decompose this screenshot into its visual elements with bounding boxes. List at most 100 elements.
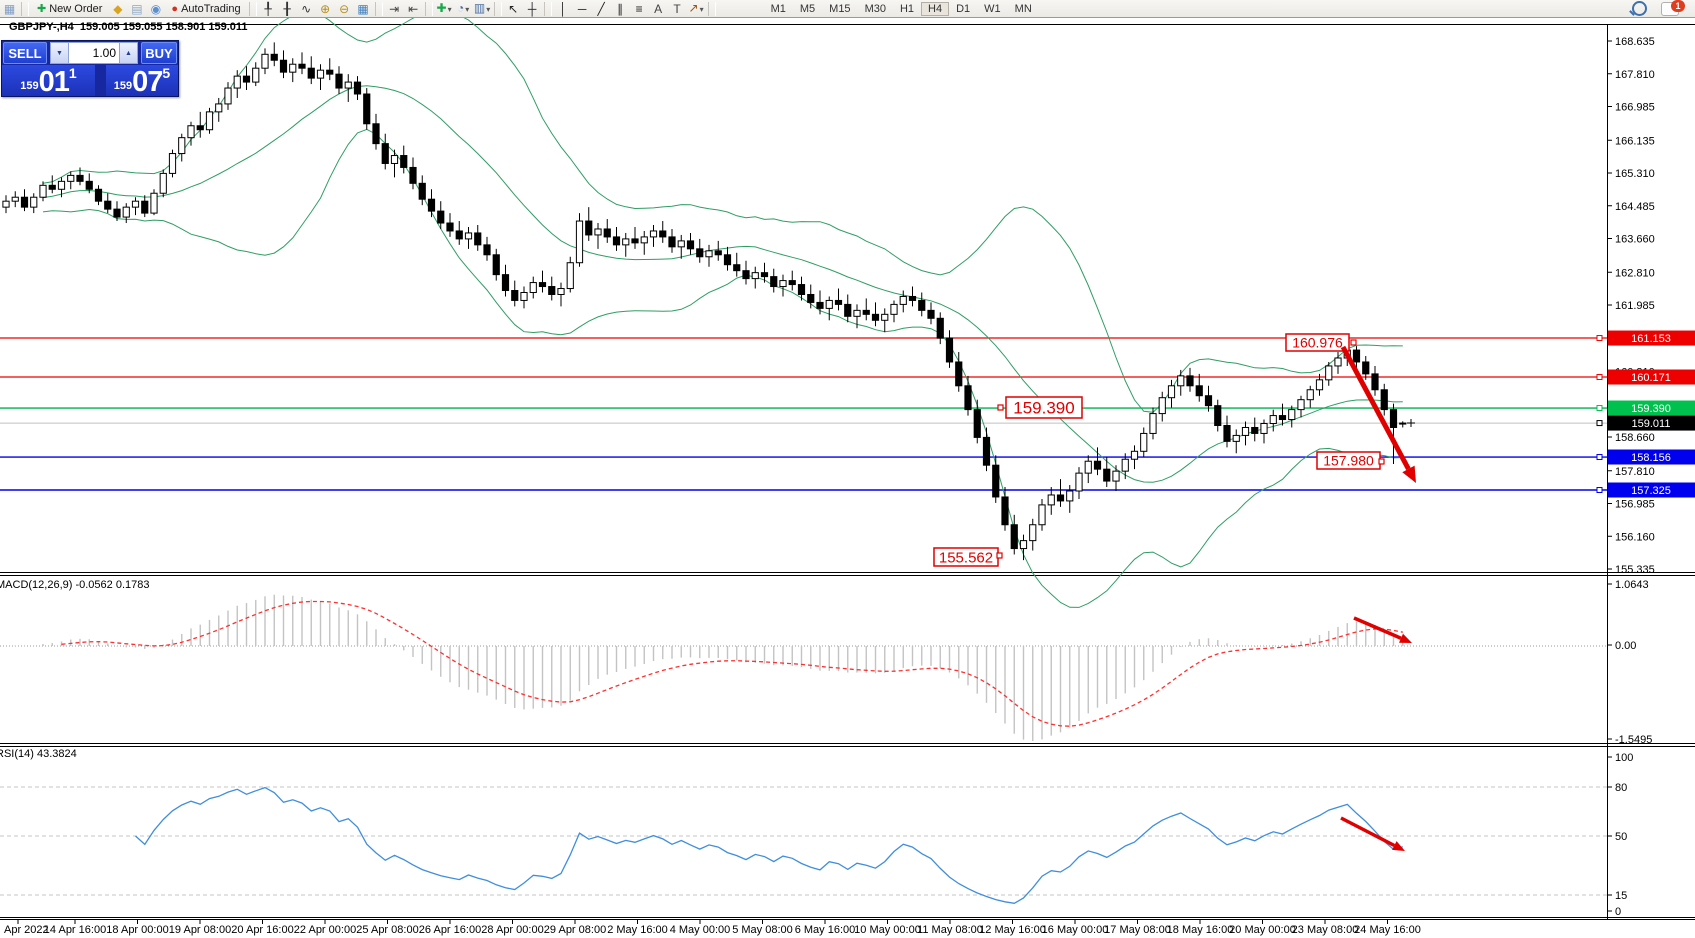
buy-price[interactable]: 159 07 5 (106, 65, 178, 97)
svg-text:15: 15 (1615, 890, 1627, 902)
svg-text:155.335: 155.335 (1615, 564, 1655, 576)
buy-price-sup: 5 (162, 65, 171, 81)
zoom-in-icon[interactable]: ⊕ (320, 1, 331, 16)
buy-button[interactable]: BUY (141, 42, 177, 64)
svg-text:20 May 00:00: 20 May 00:00 (1229, 924, 1296, 936)
new-order-button-label: New Order (49, 2, 103, 15)
svg-text:164.485: 164.485 (1615, 201, 1655, 213)
bollinger-bands (42, 8, 1403, 608)
svg-text:168.635: 168.635 (1615, 36, 1655, 48)
crosshair-icon[interactable]: ┼ (527, 1, 537, 16)
svg-text:165.310: 165.310 (1615, 168, 1655, 180)
timeframe-m15[interactable]: M15 (829, 2, 851, 15)
templates-icon[interactable]: ▥▾ (473, 0, 491, 15)
autotrading-button-label: AutoTrading (181, 2, 241, 15)
rsi-indicator (0, 786, 1607, 904)
toolbar-items: ▦ ✚ New Order ◆ ▤ ◉ ● AutoTrading ╀ ╂ ∿ ⊕ ⊖ ▦ ⇥ ⇤ ✚▾ ◔▾ ▥▾… (0, 0, 1039, 17)
toolbar-separator (424, 1, 433, 16)
dropdown-arrow-icon[interactable]: ▾ (699, 4, 704, 14)
svg-text:0.00: 0.00 (1615, 640, 1636, 652)
svg-text:12 May 16:00: 12 May 16:00 (979, 924, 1046, 936)
toolbar-separator (374, 1, 383, 16)
timeframe-m30[interactable]: M30 (864, 2, 886, 15)
sell-price-big: 01 (38, 66, 70, 98)
svg-text:157.980: 157.980 (1323, 453, 1374, 469)
print-icon[interactable]: ▤ (131, 1, 143, 16)
svg-text:11 May 08:00: 11 May 08:00 (917, 924, 983, 936)
svg-text:160.976: 160.976 (1292, 335, 1343, 351)
search-icon[interactable] (1632, 1, 1647, 16)
text-icon[interactable]: A (654, 1, 663, 16)
text-label-icon[interactable]: T (673, 1, 681, 16)
toolbar-separator (543, 1, 552, 16)
svg-text:26 Apr 16:00: 26 Apr 16:00 (419, 924, 481, 936)
svg-text:158.660: 158.660 (1615, 432, 1655, 444)
dropdown-arrow-icon[interactable]: ▾ (447, 4, 452, 14)
svg-text:166.985: 166.985 (1615, 102, 1655, 114)
svg-text:20 Apr 16:00: 20 Apr 16:00 (231, 924, 293, 936)
timeframe-m5[interactable]: M5 (799, 2, 816, 15)
trendline-icon[interactable]: ╱ (597, 1, 605, 16)
chart-shift-icon[interactable]: ⇤ (408, 1, 419, 16)
svg-text:1.0643: 1.0643 (1615, 579, 1649, 591)
signals-icon[interactable]: ◉ (150, 1, 162, 16)
notifications-icon[interactable]: 1 (1661, 0, 1685, 16)
svg-text:2 May 16:00: 2 May 16:00 (607, 924, 668, 936)
svg-text:29 Apr 08:00: 29 Apr 08:00 (544, 924, 606, 936)
rsi-label: RSI(14) 43.3824 (0, 748, 77, 760)
indicators-icon[interactable]: ✚▾ (436, 0, 452, 15)
cursor-icon[interactable]: ↖ (508, 1, 519, 16)
sell-price-small: 159 (20, 80, 39, 92)
dropdown-arrow-icon[interactable]: ▾ (486, 4, 491, 14)
svg-text:166.135: 166.135 (1615, 135, 1655, 147)
svg-text:157.810: 157.810 (1615, 466, 1655, 478)
volume-increase-button[interactable]: ▲ (119, 42, 138, 64)
equidistant-channel-icon[interactable]: ∥ (617, 1, 624, 16)
fibonacci-icon[interactable]: ≡ (635, 1, 643, 16)
candlestick-chart-icon[interactable]: ╂ (283, 1, 291, 16)
zoom-out-icon[interactable]: ⊖ (339, 1, 350, 16)
volume-decrease-button[interactable]: ▼ (50, 42, 69, 64)
svg-text:159.011: 159.011 (1632, 418, 1671, 430)
bar-chart-icon[interactable]: ╀ (264, 1, 272, 16)
svg-text:18 May 16:00: 18 May 16:00 (1167, 924, 1234, 936)
vertical-line-icon[interactable]: │ (559, 1, 567, 16)
timeframe-h1[interactable]: H1 (899, 2, 915, 15)
macd-label: MACD(12,26,9) -0.0562 0.1783 (0, 579, 150, 591)
svg-text:25 Apr 08:00: 25 Apr 08:00 (356, 924, 418, 936)
autotrading-button[interactable]: ● AutoTrading (165, 1, 246, 17)
svg-text:167.810: 167.810 (1615, 69, 1655, 81)
new-order-button[interactable]: ✚ New Order (31, 1, 108, 17)
timeframe-m1[interactable]: M1 (770, 2, 786, 15)
line-chart-icon[interactable]: ∿ (301, 1, 312, 16)
svg-text:100: 100 (1615, 752, 1633, 764)
sell-button[interactable]: SELL (3, 42, 47, 64)
arrows-icon[interactable]: ↗▾ (688, 0, 704, 15)
volume-input[interactable] (69, 42, 119, 64)
svg-text:16 May 00:00: 16 May 00:00 (1042, 924, 1109, 936)
timeframe-d1[interactable]: D1 (956, 2, 971, 15)
sell-price[interactable]: 159 01 1 (2, 65, 95, 98)
dropdown-arrow-icon[interactable]: ▾ (465, 4, 470, 14)
svg-text:19 Apr 08:00: 19 Apr 08:00 (169, 924, 231, 936)
svg-text:18 Apr 00:00: 18 Apr 00:00 (106, 924, 168, 936)
auto-scroll-icon[interactable]: ⇥ (389, 1, 400, 16)
periods-icon[interactable]: ◔▾ (456, 0, 470, 15)
timeframe-w1[interactable]: W1 (984, 2, 1001, 15)
svg-text:161.153: 161.153 (1631, 333, 1671, 345)
tile-windows-icon[interactable]: ▦ (357, 1, 369, 16)
svg-text:161.985: 161.985 (1615, 300, 1655, 312)
toolbar-separator (248, 1, 257, 16)
timeframe-h4[interactable]: H4 (921, 1, 950, 16)
price-axis[interactable]: 168.635 167.810 166.985 166.135 165.310 164.4… (1596, 36, 1695, 918)
metaeditor-icon[interactable]: ◆ (113, 1, 123, 16)
horizontal-line-icon[interactable]: ─ (577, 1, 587, 16)
profiles-icon[interactable]: ▦ (3, 1, 16, 16)
svg-text:159.390: 159.390 (1631, 403, 1671, 415)
price-annotations[interactable]: 160.976 159.390 157.980 155.562 (933, 333, 1416, 851)
pane-frames (0, 24, 1695, 920)
timeframe-mn[interactable]: MN (1014, 2, 1032, 15)
